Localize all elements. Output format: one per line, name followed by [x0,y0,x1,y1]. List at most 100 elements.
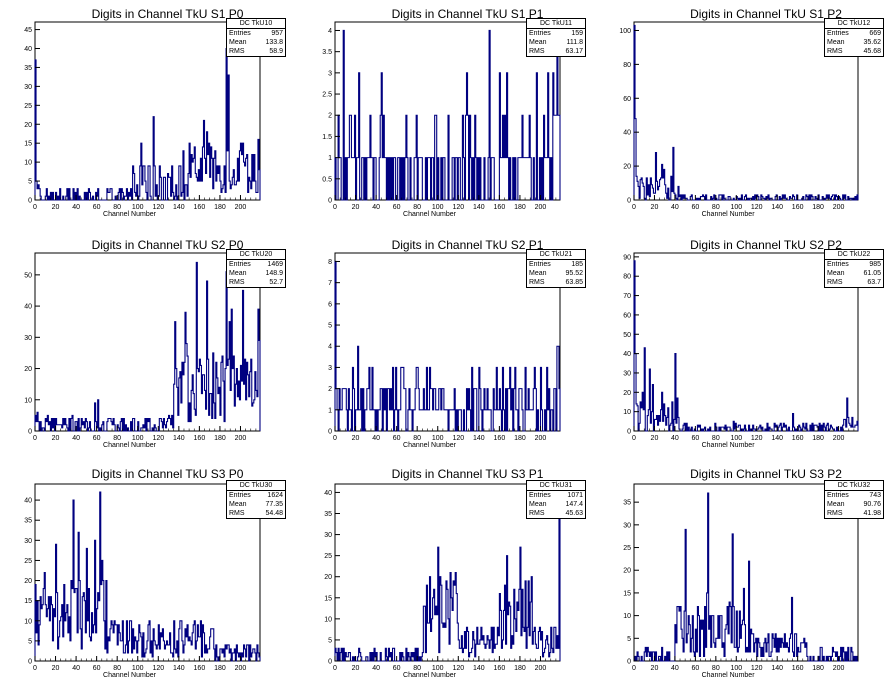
stats-value: 147.4 [565,501,583,508]
y-tick-label: 20 [623,164,631,171]
y-tick-label: 3 [328,365,332,372]
y-tick-label: 10 [24,160,32,167]
stats-value: 35.62 [863,39,881,46]
stats-box-title: DC TkU30 [227,481,285,491]
y-tick-label: 5 [328,323,332,330]
x-tick-label: 40 [671,665,679,672]
stats-value: 77.35 [265,501,283,508]
x-tick-label: 60 [691,204,699,211]
stats-label: Entries [229,261,251,268]
stats-box: DC TkU22 Entries 985 Mean 61.05 RMS 63.7 [824,249,884,288]
x-axis-label: Channel Number [103,442,157,449]
y-tick-label: 5 [28,179,32,186]
y-tick-label: 25 [623,545,631,552]
x-tick-label: 160 [194,204,206,211]
stats-label: RMS [827,48,843,55]
panel-title: Digits in Channel TkU S2 P1 [391,238,544,252]
x-tick-label: 160 [494,435,506,442]
x-tick-label: 100 [432,665,444,672]
x-tick-label: 0 [632,204,636,211]
x-tick-label: 40 [671,204,679,211]
stats-value: 54.48 [265,510,283,517]
y-tick-label: 15 [24,141,32,148]
stats-label: Mean [827,270,845,277]
stats-value: 63.17 [565,48,583,55]
x-tick-label: 80 [113,435,121,442]
histogram-series [334,487,561,662]
x-axis-label: Channel Number [403,442,457,449]
stats-box: DC TkU20 Entries 1469 Mean 148.9 RMS 52.7 [226,249,286,288]
plot-frame [34,483,261,662]
y-tick-label: 0.5 [322,176,332,183]
stats-value: 148.9 [265,270,283,277]
stats-label: RMS [827,510,843,517]
panel-title: Digits in Channel TkU S3 P0 [91,467,244,481]
y-tick-label: 0 [328,659,332,666]
stats-row-mean: Mean 133.8 [227,38,285,47]
y-tick-label: 15 [324,595,332,602]
stats-box: DC TkU12 Entries 669 Mean 35.62 RMS 45.68 [824,18,884,57]
stats-value: 95.52 [565,270,583,277]
x-axis-label: Channel Number [702,211,756,218]
stats-value: 41.98 [863,510,881,517]
y-tick-label: 20 [623,390,631,397]
stats-label: RMS [827,279,843,286]
stats-row-entries: Entries 669 [825,29,883,38]
x-tick-label: 200 [535,204,547,211]
y-tick-label: 1.5 [322,134,332,141]
stats-box-title: DC TkU12 [825,19,883,29]
x-tick-label: 120 [452,665,464,672]
y-tick-label: 25 [24,103,32,110]
y-tick-label: 60 [623,96,631,103]
stats-label: Entries [827,492,849,499]
y-tick-label: 20 [24,366,32,373]
stats-label: Mean [827,39,845,46]
y-tick-label: 100 [619,28,631,35]
stats-box: DC TkU21 Entries 185 Mean 95.52 RMS 63.85 [526,249,586,288]
x-tick-label: 40 [72,665,80,672]
x-tick-label: 180 [514,665,526,672]
stats-box-title: DC TkU21 [527,250,585,260]
x-tick-label: 160 [494,204,506,211]
x-axis-label: Channel Number [702,442,756,449]
x-tick-label: 20 [52,435,60,442]
stats-row-rms: RMS 41.98 [825,509,883,518]
stats-row-rms: RMS 63.17 [527,47,585,56]
x-tick-label: 80 [712,665,720,672]
y-tick-label: 2 [328,113,332,120]
x-tick-label: 0 [33,204,37,211]
y-tick-label: 35 [324,511,332,518]
stats-box-title: DC TkU32 [825,481,883,491]
x-tick-label: 40 [372,204,380,211]
y-tick-label: 40 [24,498,32,505]
x-tick-label: 60 [393,204,401,211]
y-tick-label: 0 [28,659,32,666]
stats-value: 90.76 [863,501,881,508]
y-tick-label: 50 [24,272,32,279]
plot-frame [633,483,859,662]
x-tick-label: 40 [72,435,80,442]
x-tick-label: 200 [535,435,547,442]
y-tick-label: 30 [623,370,631,377]
x-tick-label: 60 [691,435,699,442]
x-tick-label: 100 [730,665,742,672]
stats-row-rms: RMS 52.7 [227,278,285,287]
y-tick-label: 30 [623,522,631,529]
x-tick-label: 180 [812,204,824,211]
stats-label: Mean [529,501,547,508]
x-tick-label: 160 [194,665,206,672]
x-tick-label: 180 [812,435,824,442]
panel-title: Digits in Channel TkU S3 P2 [690,467,842,481]
x-axis-label: Channel Number [702,672,756,679]
y-tick-label: 15 [623,590,631,597]
x-tick-label: 120 [452,435,464,442]
y-tick-label: 7 [328,280,332,287]
x-tick-label: 100 [730,204,742,211]
x-tick-label: 100 [730,435,742,442]
x-tick-label: 120 [452,204,464,211]
stats-label: Entries [529,492,551,499]
